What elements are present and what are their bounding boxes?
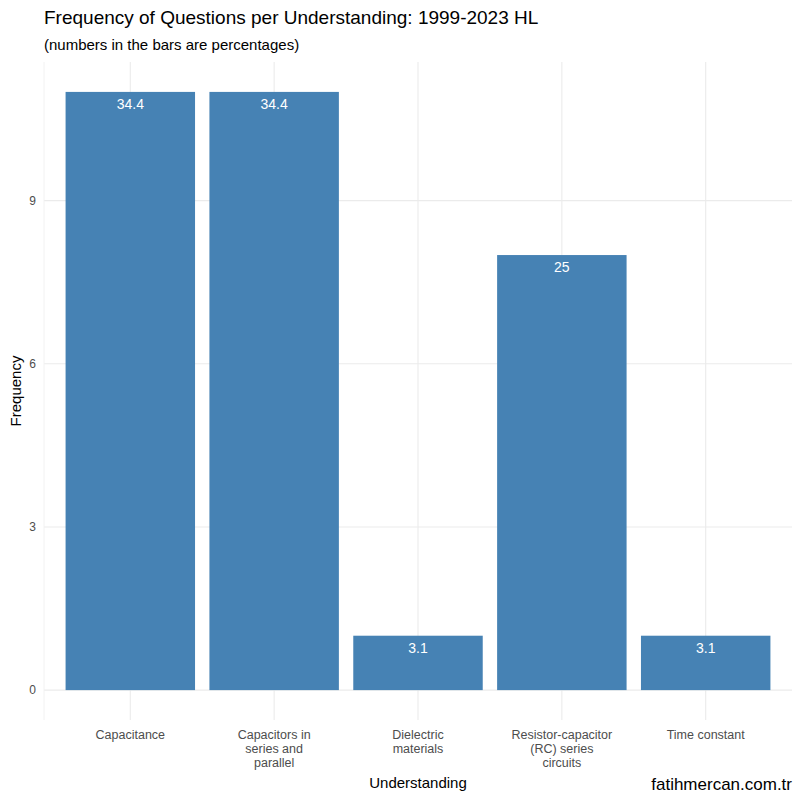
x-tick-label: Capacitors inseries andparallel (238, 728, 311, 770)
y-axis-line (44, 62, 45, 720)
x-tick-label-line: series and (245, 742, 303, 756)
y-tick-label: 6 (29, 357, 36, 371)
bars (66, 92, 771, 690)
bar (353, 636, 482, 690)
x-tick-label-line: parallel (254, 756, 294, 770)
y-tick-label: 3 (29, 520, 36, 534)
y-tick-label: 0 (29, 683, 36, 697)
caption: fatihmercan.com.tr (651, 775, 792, 794)
x-tick-label: Time constant (667, 728, 746, 742)
percentage-label: 25 (554, 259, 570, 275)
title: Frequency of Questions per Understanding… (44, 7, 538, 28)
percentage-label: 3.1 (696, 640, 716, 656)
x-grid-line (705, 62, 706, 720)
x-tick-label: Capacitance (96, 728, 166, 742)
x-tick-label: Resistor-capacitor(RC) seriescircuits (511, 728, 612, 770)
bar (641, 636, 770, 690)
x-tick-label-line: Capacitance (96, 728, 166, 742)
x-grid-line (417, 62, 418, 720)
bar (497, 255, 626, 690)
percentage-label: 34.4 (117, 96, 144, 112)
bar (66, 92, 195, 690)
x-axis-label: Understanding (369, 774, 467, 791)
x-tick-label-line: materials (393, 742, 444, 756)
x-tick-label: Dielectricmaterials (392, 728, 443, 756)
subtitle: (numbers in the bars are percentages) (44, 36, 299, 53)
percentage-label: 34.4 (261, 96, 288, 112)
chart: 0 3 6 9 34.4 34.4 3.1 25 3.1 Capacitance Capacitor… (0, 0, 800, 800)
x-tick-label-line: Resistor-capacitor (511, 728, 612, 742)
y-axis-label: Frequency (7, 355, 24, 426)
x-tick-label-line: circuits (542, 756, 581, 770)
bar (209, 92, 338, 690)
x-tick-label-line: Capacitors in (238, 728, 311, 742)
x-tick-label-line: (RC) series (530, 742, 593, 756)
y-tick-label: 9 (29, 194, 36, 208)
x-tick-label-line: Time constant (667, 728, 746, 742)
x-tick-label-line: Dielectric (392, 728, 443, 742)
percentage-label: 3.1 (408, 640, 428, 656)
